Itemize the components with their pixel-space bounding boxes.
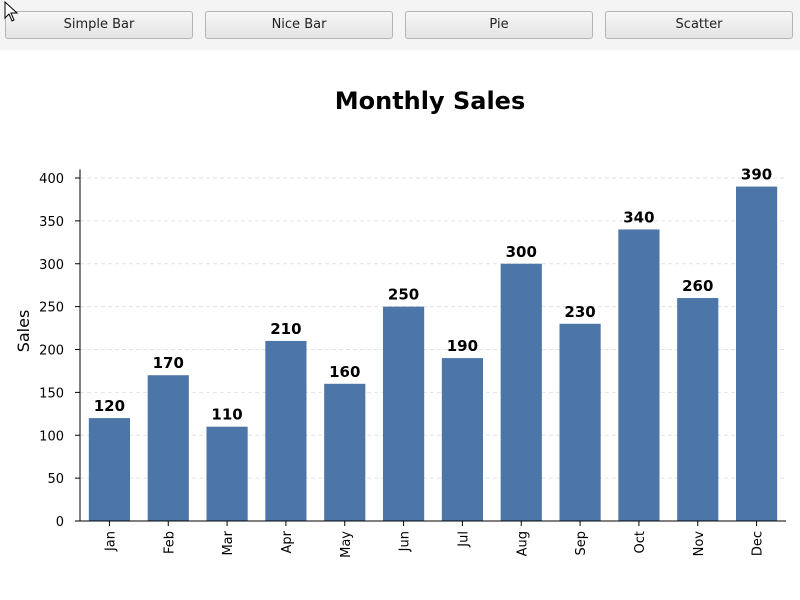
bar-aug — [500, 263, 542, 521]
data-label: 160 — [329, 363, 360, 381]
gridlines — [80, 177, 786, 479]
x-tick-label: Jul — [456, 531, 471, 548]
bar-dec — [735, 186, 778, 521]
x-tick-label: Nov — [692, 531, 707, 557]
y-tick-label: 250 — [39, 301, 64, 316]
data-label: 300 — [506, 243, 537, 261]
bar-nov — [677, 298, 719, 521]
chart-type-toolbar: Simple Bar Nice Bar Pie Scatter — [0, 0, 800, 48]
y-tick-label: 300 — [39, 258, 64, 273]
bars — [88, 186, 778, 521]
data-label: 340 — [623, 208, 654, 226]
data-label: 230 — [564, 303, 595, 321]
bar-oct — [618, 229, 660, 521]
bar-mar — [206, 426, 248, 521]
x-tick-label: Dec — [751, 531, 766, 556]
data-label: 120 — [94, 397, 125, 415]
y-tick-label: 100 — [39, 429, 64, 444]
bar-jan — [88, 418, 131, 521]
chart-title: Monthly Sales — [335, 87, 526, 115]
y-axis-label: Sales — [14, 310, 33, 353]
mouse-cursor-icon — [4, 1, 19, 22]
x-tick-label: Mar — [221, 530, 236, 555]
bar-jun — [382, 306, 425, 521]
x-tick-label: Jan — [103, 531, 118, 552]
y-tick-label: 400 — [39, 172, 64, 187]
x-tick-label: Feb — [162, 531, 177, 554]
x-tick-label: Jun — [398, 531, 413, 552]
data-label: 390 — [741, 166, 772, 184]
data-label: 190 — [447, 337, 478, 355]
x-tick-label: May — [339, 531, 354, 558]
axes: 0 50 100 150 200 250 300 350 400 Jan Feb Mar Apr May J… — [39, 169, 786, 558]
bar-may — [324, 383, 366, 521]
x-tick-label: Sep — [574, 531, 589, 556]
y-tick-label: 50 — [47, 472, 64, 487]
x-tick-label: Oct — [633, 531, 648, 553]
data-label: 210 — [270, 320, 301, 338]
y-tick-label: 200 — [39, 344, 64, 359]
pie-button[interactable]: Pie — [405, 11, 593, 39]
bar-feb — [147, 375, 189, 521]
data-labels: 120 170 110 210 160 250 190 300 230 340 260 390 — [94, 166, 772, 424]
y-tick-label: 150 — [39, 386, 64, 401]
bar-apr — [265, 340, 307, 521]
data-label: 110 — [211, 406, 242, 424]
nice-bar-button[interactable]: Nice Bar — [205, 11, 393, 39]
data-label: 260 — [682, 277, 713, 295]
x-tick-label: Apr — [280, 530, 295, 553]
y-tick-label: 0 — [56, 515, 64, 530]
data-label: 170 — [153, 354, 184, 372]
chart-panel: Monthly Sales Sales 120 170 110 210 160 250 19… — [0, 50, 800, 600]
bar-sep — [559, 323, 601, 521]
bar-jul — [441, 358, 484, 521]
scatter-button[interactable]: Scatter — [605, 11, 793, 39]
x-tick-label: Aug — [515, 531, 530, 556]
simple-bar-button[interactable]: Simple Bar — [5, 11, 193, 39]
y-tick-label: 350 — [39, 215, 64, 230]
bar-chart: Monthly Sales Sales 120 170 110 210 160 250 19… — [14, 87, 786, 558]
data-label: 250 — [388, 286, 419, 304]
